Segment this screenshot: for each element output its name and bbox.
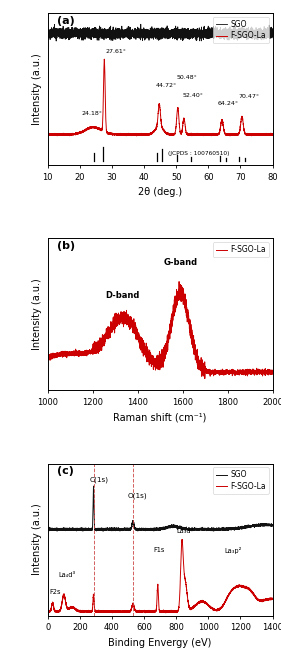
F-SGO-La bbox=[87, 348, 90, 356]
X-axis label: Binding Envergy (eV): Binding Envergy (eV) bbox=[108, 638, 212, 648]
Text: 64.24°: 64.24° bbox=[217, 101, 238, 106]
SGO bbox=[271, 29, 274, 37]
SGO bbox=[135, 32, 139, 40]
Legend: F-SGO-La: F-SGO-La bbox=[212, 242, 269, 257]
Text: La₃d³: La₃d³ bbox=[176, 528, 193, 534]
F-SGO-La bbox=[231, 367, 234, 375]
F-SGO-La bbox=[135, 608, 139, 616]
Text: F2s: F2s bbox=[49, 590, 60, 595]
Text: 70.47°: 70.47° bbox=[239, 94, 260, 99]
F-SGO-La bbox=[180, 536, 184, 544]
Text: La₄d³: La₄d³ bbox=[59, 572, 76, 578]
F-SGO-La bbox=[271, 369, 274, 377]
F-SGO-La bbox=[132, 322, 135, 330]
F-SGO-La bbox=[58, 131, 61, 139]
Text: 50.48°: 50.48° bbox=[176, 75, 197, 80]
SGO bbox=[135, 525, 139, 533]
Text: 52.40°: 52.40° bbox=[183, 93, 203, 98]
SGO bbox=[155, 31, 158, 39]
F-SGO-La bbox=[46, 350, 49, 358]
Text: F1s: F1s bbox=[154, 547, 165, 553]
SGO bbox=[155, 527, 158, 534]
X-axis label: 2θ (deg.): 2θ (deg.) bbox=[138, 187, 182, 197]
Text: 44.72°: 44.72° bbox=[155, 83, 176, 88]
Text: 27.61°: 27.61° bbox=[106, 49, 126, 54]
SGO bbox=[58, 29, 61, 37]
Line: F-SGO-La: F-SGO-La bbox=[48, 59, 273, 136]
F-SGO-La bbox=[214, 369, 217, 377]
SGO bbox=[131, 518, 134, 526]
F-SGO-La bbox=[155, 602, 158, 610]
SGO bbox=[105, 525, 108, 533]
F-SGO-La bbox=[105, 608, 108, 616]
SGO bbox=[46, 525, 49, 533]
Line: SGO: SGO bbox=[48, 24, 273, 41]
Legend: SGO, F-SGO-La: SGO, F-SGO-La bbox=[212, 468, 269, 494]
F-SGO-La bbox=[177, 278, 181, 286]
SGO bbox=[46, 28, 49, 36]
F-SGO-La bbox=[135, 132, 139, 140]
F-SGO-La bbox=[181, 290, 184, 297]
SGO bbox=[139, 20, 142, 28]
F-SGO-La bbox=[271, 131, 274, 139]
F-SGO-La bbox=[131, 600, 134, 608]
Line: SGO: SGO bbox=[48, 486, 273, 531]
SGO bbox=[131, 31, 134, 39]
F-SGO-La bbox=[155, 122, 158, 130]
Text: (a): (a) bbox=[57, 16, 74, 26]
Text: C(1s): C(1s) bbox=[90, 477, 108, 483]
F-SGO-La bbox=[46, 130, 49, 138]
Text: (JCPDS : 100760510): (JCPDS : 100760510) bbox=[168, 151, 230, 156]
Y-axis label: Intensity (a.u.): Intensity (a.u.) bbox=[32, 504, 42, 576]
F-SGO-La bbox=[103, 55, 106, 63]
SGO bbox=[198, 29, 201, 37]
Y-axis label: Intensity (a.u.): Intensity (a.u.) bbox=[32, 278, 42, 350]
Text: La₃p²: La₃p² bbox=[225, 547, 242, 553]
F-SGO-La bbox=[105, 128, 108, 136]
F-SGO-La bbox=[198, 597, 201, 605]
SGO bbox=[105, 31, 108, 39]
Text: D-band: D-band bbox=[105, 291, 139, 300]
SGO bbox=[92, 482, 95, 490]
F-SGO-La bbox=[58, 607, 61, 614]
F-SGO-La bbox=[46, 607, 49, 615]
F-SGO-La bbox=[192, 340, 196, 348]
SGO bbox=[58, 525, 61, 533]
Line: F-SGO-La: F-SGO-La bbox=[48, 540, 273, 613]
Legend: SGO, F-SGO-La: SGO, F-SGO-La bbox=[212, 17, 269, 43]
Line: F-SGO-La: F-SGO-La bbox=[48, 282, 273, 379]
SGO bbox=[101, 527, 105, 535]
Text: 24.18°: 24.18° bbox=[81, 111, 102, 116]
Y-axis label: Intensity (a.u.): Intensity (a.u.) bbox=[32, 53, 42, 125]
F-SGO-La bbox=[164, 609, 167, 617]
Text: G-band: G-band bbox=[163, 258, 198, 267]
SGO bbox=[55, 37, 58, 45]
Text: (b): (b) bbox=[57, 241, 75, 251]
Text: O(1s): O(1s) bbox=[127, 493, 147, 498]
SGO bbox=[198, 525, 201, 533]
Text: (c): (c) bbox=[57, 466, 74, 476]
F-SGO-La bbox=[135, 131, 139, 139]
F-SGO-La bbox=[203, 375, 207, 383]
X-axis label: Raman shift (cm⁻¹): Raman shift (cm⁻¹) bbox=[114, 413, 207, 422]
F-SGO-La bbox=[271, 595, 274, 603]
F-SGO-La bbox=[131, 131, 134, 139]
F-SGO-La bbox=[198, 130, 201, 138]
SGO bbox=[271, 521, 274, 529]
